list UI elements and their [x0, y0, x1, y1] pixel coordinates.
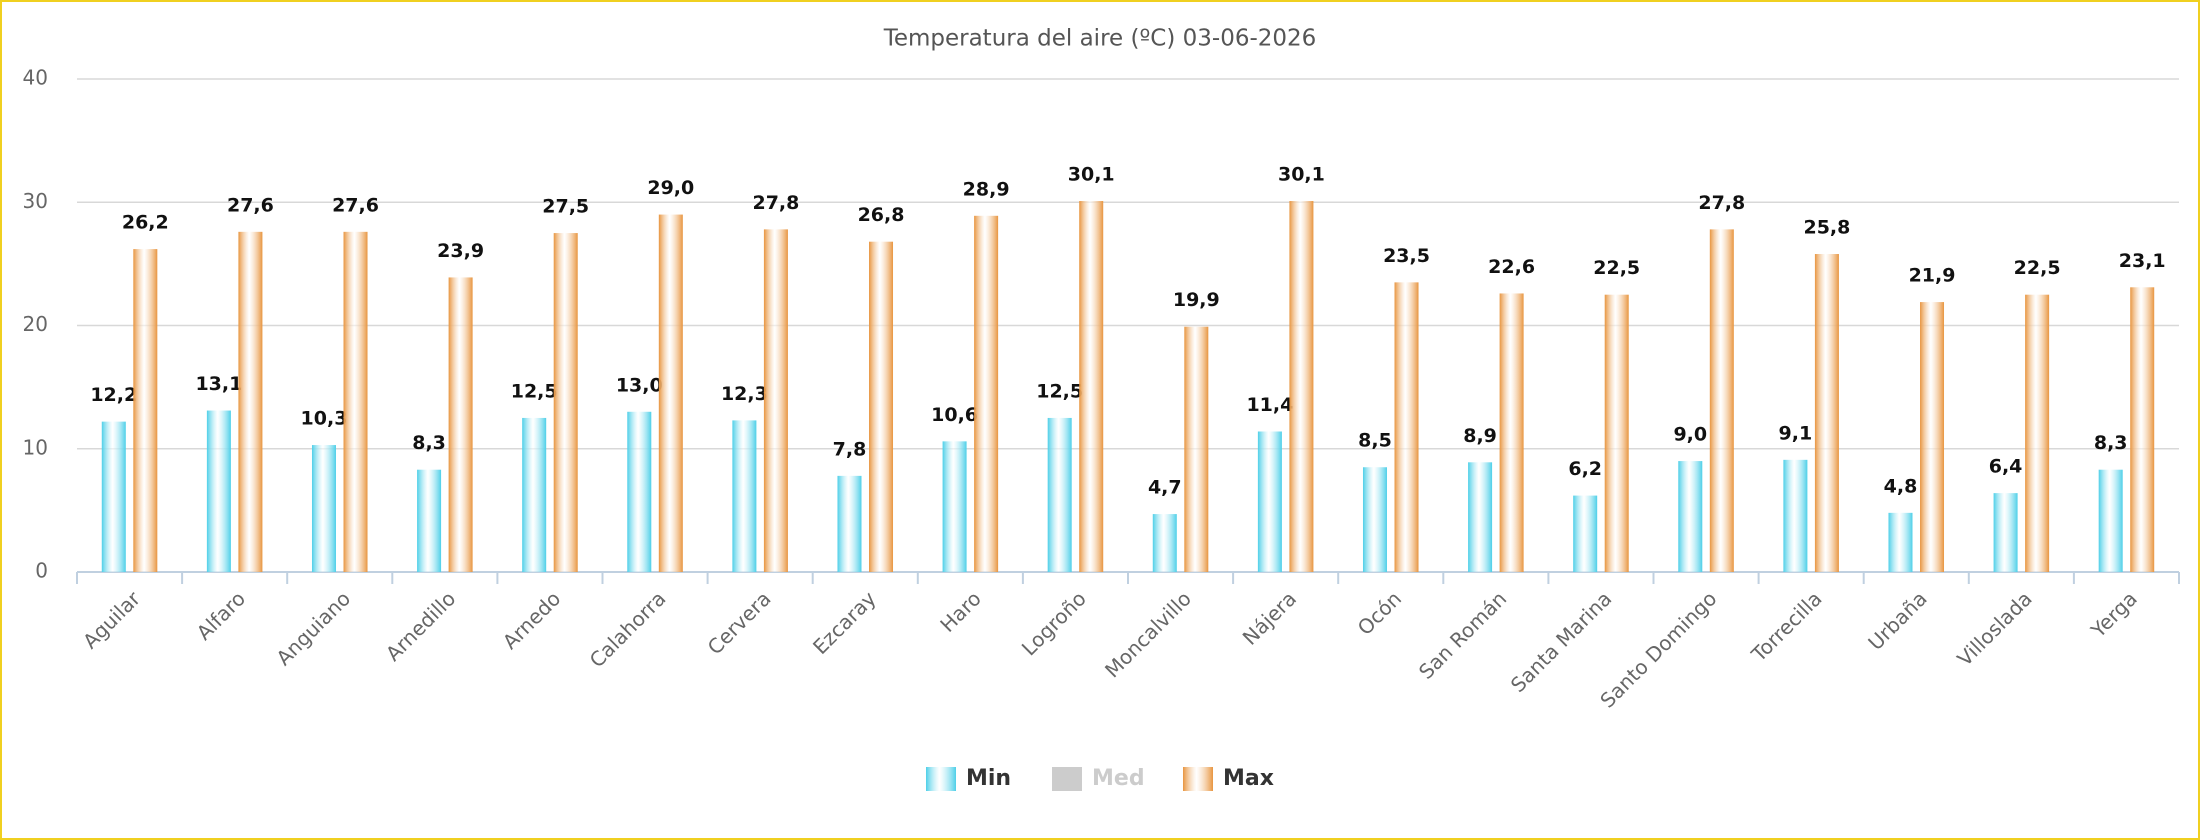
- legend-label[interactable]: Min: [966, 766, 1011, 791]
- bar: [2130, 287, 2155, 572]
- data-label: 30,1: [1278, 164, 1325, 186]
- data-label: 10,3: [301, 408, 348, 430]
- data-label: 27,5: [542, 196, 589, 218]
- bar: [311, 445, 336, 572]
- bar: [1499, 293, 1524, 572]
- bar: [1920, 302, 1945, 572]
- data-label: 27,8: [1698, 192, 1745, 214]
- bar: [343, 231, 368, 572]
- bar: [1079, 201, 1104, 572]
- bar: [1604, 294, 1629, 572]
- data-label: 27,6: [227, 194, 274, 216]
- data-label: 9,1: [1779, 422, 1813, 444]
- legend-swatch[interactable]: [1183, 767, 1213, 791]
- bar: [974, 215, 999, 572]
- data-label: 25,8: [1803, 217, 1850, 239]
- data-label: 27,8: [752, 192, 799, 214]
- bar: [1888, 512, 1913, 572]
- bar: [1184, 326, 1209, 572]
- data-label: 8,5: [1358, 430, 1392, 452]
- data-label: 11,4: [1246, 394, 1293, 416]
- bar: [1047, 417, 1072, 572]
- y-tick-label: 0: [35, 559, 48, 583]
- data-label: 23,9: [437, 240, 484, 262]
- bar: [2098, 469, 2123, 572]
- data-label: 26,8: [858, 204, 905, 226]
- data-label: 6,2: [1568, 458, 1602, 480]
- data-label: 9,0: [1673, 424, 1707, 446]
- data-label: 19,9: [1173, 289, 1220, 311]
- bar: [658, 214, 683, 572]
- data-label: 23,1: [2119, 250, 2166, 272]
- y-tick-label: 20: [23, 312, 48, 336]
- bar: [837, 475, 862, 572]
- data-label: 12,5: [511, 380, 558, 402]
- bar: [1152, 514, 1177, 572]
- data-label: 28,9: [963, 178, 1010, 200]
- data-label: 22,6: [1488, 256, 1535, 278]
- legend-label[interactable]: Med: [1092, 766, 1145, 791]
- bar: [1814, 254, 1839, 572]
- bar: [869, 241, 894, 572]
- bar: [448, 277, 473, 572]
- data-label: 30,1: [1068, 164, 1115, 186]
- data-label: 29,0: [647, 177, 694, 199]
- bar: [942, 441, 967, 572]
- bar: [101, 421, 126, 572]
- data-label: 10,6: [931, 404, 978, 426]
- bar: [732, 420, 757, 572]
- legend-swatch[interactable]: [926, 767, 956, 791]
- bar: [553, 233, 578, 572]
- data-label: 8,3: [412, 432, 446, 454]
- bar: [1289, 201, 1314, 572]
- data-label: 12,3: [721, 383, 768, 405]
- bar: [206, 410, 231, 572]
- bar: [1783, 459, 1808, 572]
- bar: [2025, 294, 2050, 572]
- bar: [627, 411, 652, 572]
- data-label: 13,1: [195, 373, 242, 395]
- bar: [1394, 282, 1419, 572]
- data-label: 22,5: [2014, 257, 2061, 279]
- bar: [1468, 462, 1493, 572]
- bar: [417, 469, 442, 572]
- data-label: 23,5: [1383, 245, 1430, 267]
- data-label: 27,6: [332, 194, 379, 216]
- chart-title: Temperatura del aire (ºC) 03-06-2026: [883, 26, 1317, 52]
- bar: [1709, 229, 1734, 573]
- data-label: 4,8: [1884, 475, 1918, 497]
- data-label: 13,0: [616, 374, 663, 396]
- y-tick-label: 10: [23, 435, 48, 459]
- bar: [1678, 461, 1703, 572]
- data-label: 7,8: [833, 438, 867, 460]
- bar: [1362, 467, 1387, 572]
- y-tick-label: 40: [23, 66, 48, 90]
- bar: [763, 229, 788, 573]
- data-label: 26,2: [122, 212, 169, 234]
- bar: [133, 249, 158, 572]
- legend-label[interactable]: Max: [1223, 766, 1274, 791]
- y-tick-label: 30: [23, 189, 48, 213]
- bar: [1257, 431, 1282, 572]
- bar: [238, 231, 263, 572]
- data-label: 8,3: [2094, 432, 2128, 454]
- data-label: 6,4: [1989, 456, 2023, 478]
- data-label: 8,9: [1463, 425, 1497, 447]
- data-label: 21,9: [1909, 265, 1956, 287]
- bar: [522, 417, 547, 572]
- legend-swatch[interactable]: [1052, 767, 1082, 791]
- bar: [1573, 495, 1598, 572]
- data-label: 12,5: [1036, 380, 1083, 402]
- data-label: 4,7: [1148, 477, 1182, 499]
- data-label: 12,2: [90, 384, 137, 406]
- bar: [1993, 493, 2018, 572]
- data-label: 22,5: [1593, 257, 1640, 279]
